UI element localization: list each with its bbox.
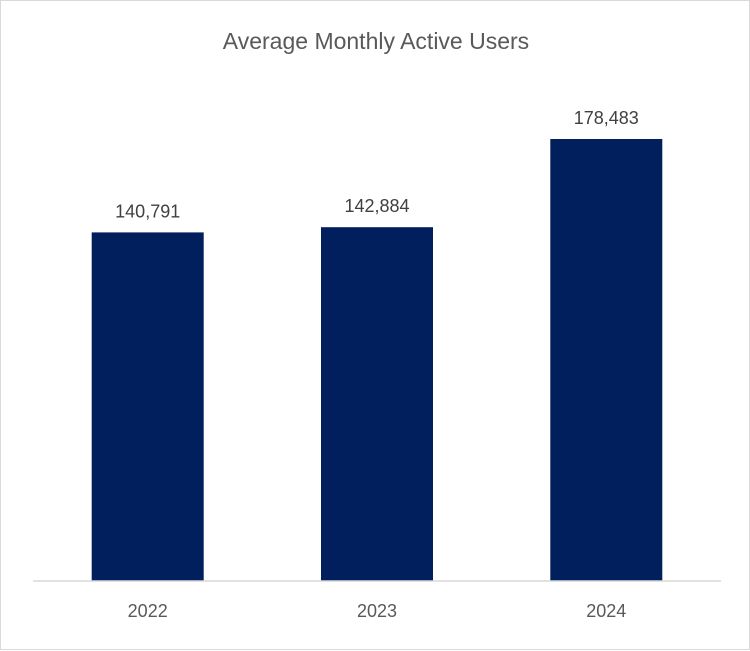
bar-2022 <box>91 232 204 581</box>
chart-title: Average Monthly Active Users <box>223 28 529 54</box>
x-tick-label-2024: 2024 <box>586 601 626 621</box>
bar-2024 <box>550 139 663 581</box>
data-labels-group: 140,791 142,884 178,483 <box>115 108 639 221</box>
x-tick-label-2022: 2022 <box>128 601 168 621</box>
bar-2023 <box>321 227 433 581</box>
x-tick-labels-group: 2022 2023 2024 <box>128 601 627 621</box>
x-tick-label-2023: 2023 <box>357 601 397 621</box>
bars-group <box>91 139 663 581</box>
data-label-2023: 142,884 <box>344 196 409 216</box>
data-label-2022: 140,791 <box>115 201 180 221</box>
data-label-2024: 178,483 <box>574 108 639 128</box>
